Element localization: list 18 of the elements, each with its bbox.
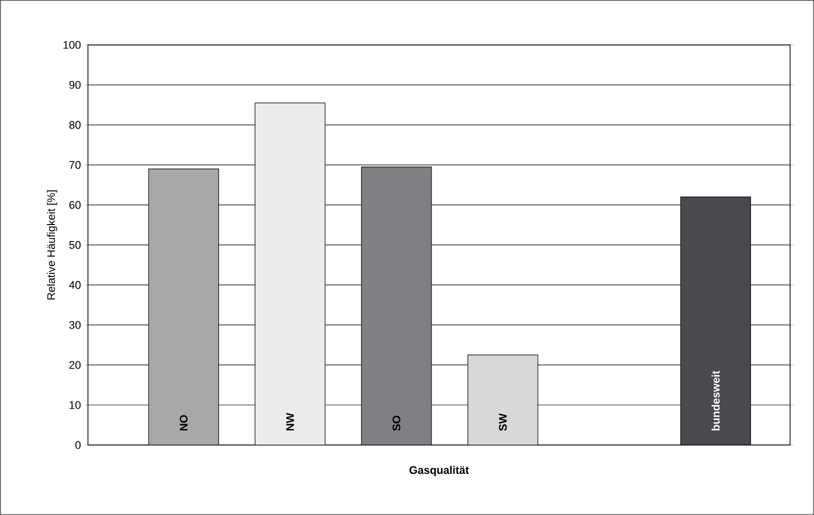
y-tick-label: 70 (69, 161, 81, 169)
y-tick-label: 100 (64, 41, 81, 49)
x-tick-label: NO (180, 415, 188, 430)
y-tick-label: 0 (75, 441, 81, 449)
y-tick-label: 60 (69, 201, 81, 209)
y-tick-label: 90 (69, 81, 81, 89)
y-axis-title: Relative Häufigkeit [%] (46, 190, 58, 300)
x-axis-title: Gasqualität (410, 466, 469, 476)
x-tick-label: SW (498, 413, 507, 431)
y-tick-label: 20 (69, 361, 81, 369)
y-tick-label: 10 (70, 401, 81, 409)
y-tick-label: 40 (69, 281, 81, 289)
y-tick-label: 80 (69, 121, 81, 129)
x-tick-label: SO (392, 416, 400, 431)
x-tick-label: bundesweit (712, 370, 720, 430)
y-tick-label: 30 (69, 321, 81, 329)
x-tick-label: NW (286, 412, 294, 430)
y-tick-label: 50 (69, 241, 81, 249)
